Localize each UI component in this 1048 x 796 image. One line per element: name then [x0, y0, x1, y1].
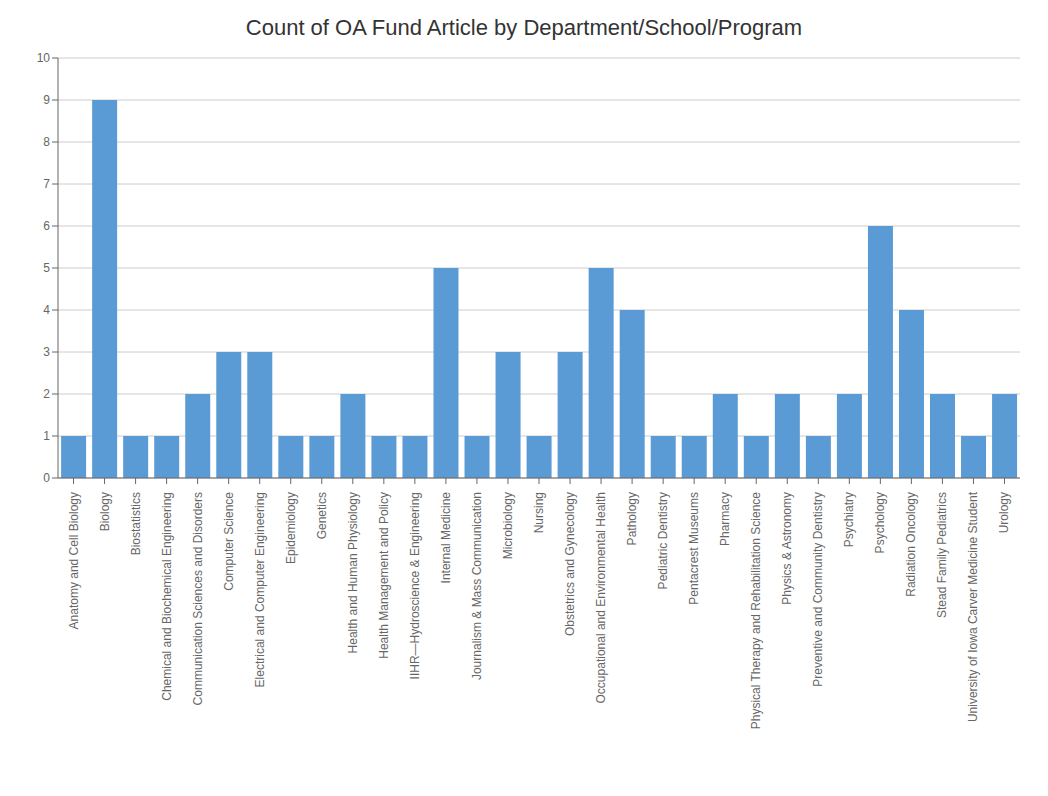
- svg-text:Journalism & Mass Communicatio: Journalism & Mass Communication: [470, 492, 484, 680]
- svg-text:Nursing: Nursing: [532, 492, 546, 533]
- svg-text:Physical Therapy and Rehabilit: Physical Therapy and Rehabilitation Scie…: [749, 492, 763, 730]
- svg-text:Chemical and Biochemical Engin: Chemical and Biochemical Engineering: [160, 492, 174, 701]
- svg-text:8: 8: [43, 135, 50, 149]
- svg-text:Biology: Biology: [98, 492, 112, 531]
- svg-text:0: 0: [43, 471, 50, 485]
- svg-text:Physics & Astronomy: Physics & Astronomy: [780, 492, 794, 605]
- svg-text:IIHR—Hydroscience & Engineerin: IIHR—Hydroscience & Engineering: [408, 492, 422, 679]
- svg-text:Health Management and Policy: Health Management and Policy: [377, 492, 391, 659]
- svg-text:6: 6: [43, 219, 50, 233]
- svg-text:Health and Human Physiology: Health and Human Physiology: [346, 492, 360, 653]
- svg-text:Preventive and Community Denti: Preventive and Community Dentistry: [811, 492, 825, 687]
- svg-text:Computer Science: Computer Science: [222, 492, 236, 591]
- svg-text:Biostatistics: Biostatistics: [129, 492, 143, 555]
- svg-text:University of Iowa Carver Medi: University of Iowa Carver Medicine Stude…: [966, 491, 980, 722]
- svg-text:Epidemiology: Epidemiology: [284, 492, 298, 564]
- svg-text:Pentacrest Museums: Pentacrest Museums: [687, 492, 701, 605]
- svg-text:Obstetrics and Gynecology: Obstetrics and Gynecology: [563, 492, 577, 636]
- svg-text:7: 7: [43, 177, 50, 191]
- svg-text:Microbiology: Microbiology: [501, 492, 515, 559]
- svg-text:Stead Family Pediatrics: Stead Family Pediatrics: [935, 492, 949, 618]
- svg-text:Pharmacy: Pharmacy: [718, 492, 732, 546]
- svg-text:Internal Medicine: Internal Medicine: [439, 492, 453, 584]
- svg-text:3: 3: [43, 345, 50, 359]
- svg-text:Anatomy and Cell Biology: Anatomy and Cell Biology: [67, 492, 81, 629]
- svg-text:10: 10: [37, 51, 51, 65]
- svg-text:Genetics: Genetics: [315, 492, 329, 539]
- svg-text:Pediatric Dentistry: Pediatric Dentistry: [656, 492, 670, 589]
- svg-text:Radiation Oncology: Radiation Oncology: [904, 492, 918, 597]
- svg-text:5: 5: [43, 261, 50, 275]
- svg-text:2: 2: [43, 387, 50, 401]
- svg-text:Electrical and Computer Engine: Electrical and Computer Engineering: [253, 492, 267, 687]
- svg-text:4: 4: [43, 303, 50, 317]
- svg-text:Psychiatry: Psychiatry: [842, 492, 856, 547]
- svg-text:Psychology: Psychology: [873, 492, 887, 553]
- svg-text:Occupational and Environmental: Occupational and Environmental Health: [594, 492, 608, 703]
- svg-text:Urology: Urology: [997, 492, 1011, 533]
- svg-text:9: 9: [43, 93, 50, 107]
- svg-text:Communication Sciences and Dis: Communication Sciences and Disorders: [191, 492, 205, 705]
- svg-text:1: 1: [43, 429, 50, 443]
- html-text:Count of OA Fund Article by De: Count of OA Fund Article by Department/S…: [245, 15, 803, 40]
- svg-text:Pathology: Pathology: [625, 492, 639, 545]
